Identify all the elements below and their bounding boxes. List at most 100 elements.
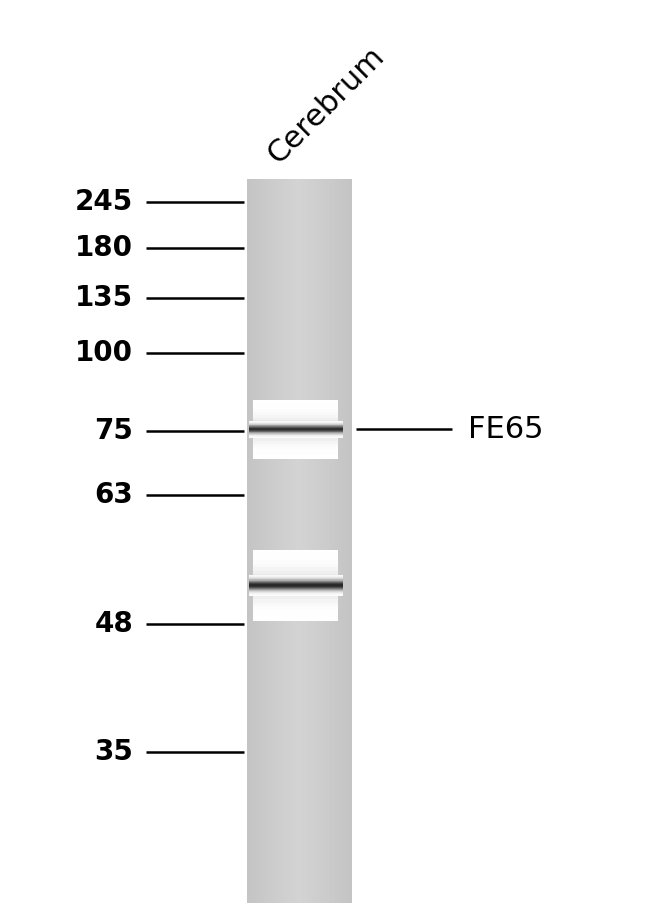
Bar xyxy=(248,587,343,588)
Bar xyxy=(344,179,346,903)
Bar xyxy=(248,582,343,583)
Bar xyxy=(254,557,338,561)
Bar xyxy=(254,560,338,565)
Bar xyxy=(304,179,307,903)
Bar xyxy=(254,578,338,582)
Bar xyxy=(254,417,338,422)
Bar xyxy=(273,179,276,903)
Bar xyxy=(339,179,341,903)
Bar xyxy=(263,179,265,903)
Bar xyxy=(248,583,343,584)
Bar xyxy=(254,414,338,418)
Text: Cerebrum: Cerebrum xyxy=(262,42,390,170)
Bar xyxy=(248,576,343,577)
Bar xyxy=(254,574,338,579)
Bar xyxy=(254,421,338,425)
Text: 48: 48 xyxy=(94,610,133,637)
Bar xyxy=(254,617,338,622)
Bar xyxy=(285,179,287,903)
Bar xyxy=(248,579,343,580)
Bar xyxy=(254,602,338,607)
Bar xyxy=(296,179,298,903)
Bar xyxy=(254,424,338,427)
Bar xyxy=(328,179,331,903)
Bar xyxy=(276,179,279,903)
Bar xyxy=(249,179,251,903)
Bar xyxy=(254,429,338,433)
Bar xyxy=(307,179,310,903)
Bar xyxy=(270,179,272,903)
Bar xyxy=(254,606,338,611)
Bar xyxy=(247,179,250,903)
Bar xyxy=(278,179,281,903)
Bar xyxy=(333,179,336,903)
Bar xyxy=(297,179,300,903)
Bar xyxy=(289,179,291,903)
Bar xyxy=(248,592,343,593)
Bar xyxy=(248,579,343,580)
Bar xyxy=(248,589,343,590)
Bar xyxy=(254,426,338,430)
Bar xyxy=(325,179,328,903)
Bar xyxy=(346,179,348,903)
Bar xyxy=(248,594,343,596)
Bar xyxy=(299,179,302,903)
Bar xyxy=(266,179,268,903)
Bar xyxy=(254,550,338,554)
Bar xyxy=(313,179,315,903)
Bar xyxy=(254,553,338,558)
Text: 100: 100 xyxy=(75,339,133,367)
Bar xyxy=(254,437,338,442)
Bar xyxy=(294,179,296,903)
Bar xyxy=(306,179,308,903)
Bar xyxy=(337,179,339,903)
Bar xyxy=(250,179,253,903)
Bar xyxy=(248,580,343,581)
Bar xyxy=(254,592,338,597)
Bar xyxy=(302,179,305,903)
Bar xyxy=(248,581,343,582)
Bar xyxy=(248,587,343,588)
Bar xyxy=(248,594,343,595)
Bar xyxy=(248,582,343,583)
Bar xyxy=(248,591,343,592)
Bar xyxy=(248,590,343,591)
Bar xyxy=(248,591,343,592)
Bar xyxy=(254,455,338,459)
Bar xyxy=(254,613,338,618)
Bar xyxy=(259,179,261,903)
Bar xyxy=(254,447,338,450)
Bar xyxy=(254,599,338,603)
Bar xyxy=(287,179,289,903)
Bar xyxy=(254,610,338,614)
Bar xyxy=(248,583,343,584)
Bar xyxy=(330,179,333,903)
Bar xyxy=(341,179,343,903)
Bar xyxy=(254,596,338,600)
Bar xyxy=(248,589,343,590)
Text: FE65: FE65 xyxy=(468,414,543,444)
Bar xyxy=(323,179,326,903)
Bar xyxy=(248,588,343,589)
Bar xyxy=(254,403,338,407)
Bar xyxy=(252,179,255,903)
Bar xyxy=(257,179,260,903)
Bar xyxy=(261,179,263,903)
Bar xyxy=(291,179,292,903)
Bar xyxy=(254,409,338,413)
Bar xyxy=(280,179,282,903)
Bar xyxy=(248,580,343,581)
Bar xyxy=(254,449,338,453)
Bar xyxy=(254,571,338,575)
Bar xyxy=(248,577,343,578)
Bar xyxy=(248,584,343,586)
Bar xyxy=(254,435,338,438)
Bar xyxy=(301,179,303,903)
Bar xyxy=(248,586,343,587)
Bar xyxy=(255,179,258,903)
Text: 135: 135 xyxy=(75,284,133,312)
Bar xyxy=(248,592,343,593)
Text: 63: 63 xyxy=(94,481,133,509)
Bar xyxy=(317,179,318,903)
Bar xyxy=(248,578,343,579)
